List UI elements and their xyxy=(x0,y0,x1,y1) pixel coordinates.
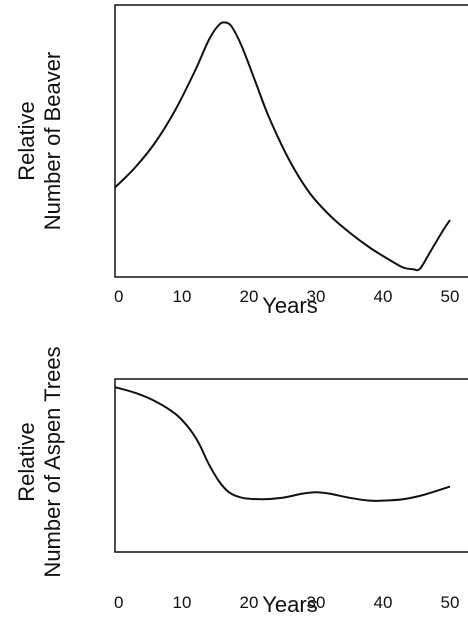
beaver-x-tick-label: 40 xyxy=(374,287,393,306)
aspen-x-axis-label: Years xyxy=(262,592,317,617)
aspen-x-tick-label: 50 xyxy=(441,593,460,612)
aspen-x-ticks: 0 10 20 30 40 50 xyxy=(114,593,459,612)
aspen-y-axis-label: Relative Number of Aspen Trees xyxy=(14,346,65,577)
beaver-x-tick-label: 50 xyxy=(441,287,460,306)
beaver-y-axis-label: Relative Number of Beaver xyxy=(14,52,65,231)
aspen-x-tick-label: 10 xyxy=(173,593,192,612)
aspen-x-tick-label: 0 xyxy=(114,593,123,612)
aspen-series-line xyxy=(114,386,451,502)
aspen-plot-frame xyxy=(114,378,468,553)
beaver-x-tick-label: 20 xyxy=(240,287,259,306)
beaver-x-axis-label: Years xyxy=(262,293,317,318)
aspen-x-tick-label: 40 xyxy=(374,593,393,612)
beaver-x-tick-label: 0 xyxy=(114,287,123,306)
aspen-x-tick-label: 30 xyxy=(307,593,326,612)
beaver-x-tick-label: 30 xyxy=(307,287,326,306)
beaver-y-label-line1: Relative xyxy=(14,101,39,180)
aspen-y-label-line1: Relative xyxy=(14,422,39,501)
beaver-x-ticks: 0 10 20 30 40 50 xyxy=(114,287,459,306)
aspen-chart: 0 10 20 30 40 50 Years Relative Number of Asp… xyxy=(14,346,468,617)
aspen-y-label-line2: Number of Aspen Trees xyxy=(40,346,65,577)
beaver-x-tick-label: 10 xyxy=(173,287,192,306)
beaver-plot-frame xyxy=(114,4,468,278)
beaver-y-label-line2: Number of Beaver xyxy=(40,52,65,231)
aspen-x-tick-label: 20 xyxy=(240,593,259,612)
beaver-chart: 0 10 20 30 40 50 Years Relative Number of Bea… xyxy=(14,4,468,318)
beaver-series-line xyxy=(114,21,451,272)
